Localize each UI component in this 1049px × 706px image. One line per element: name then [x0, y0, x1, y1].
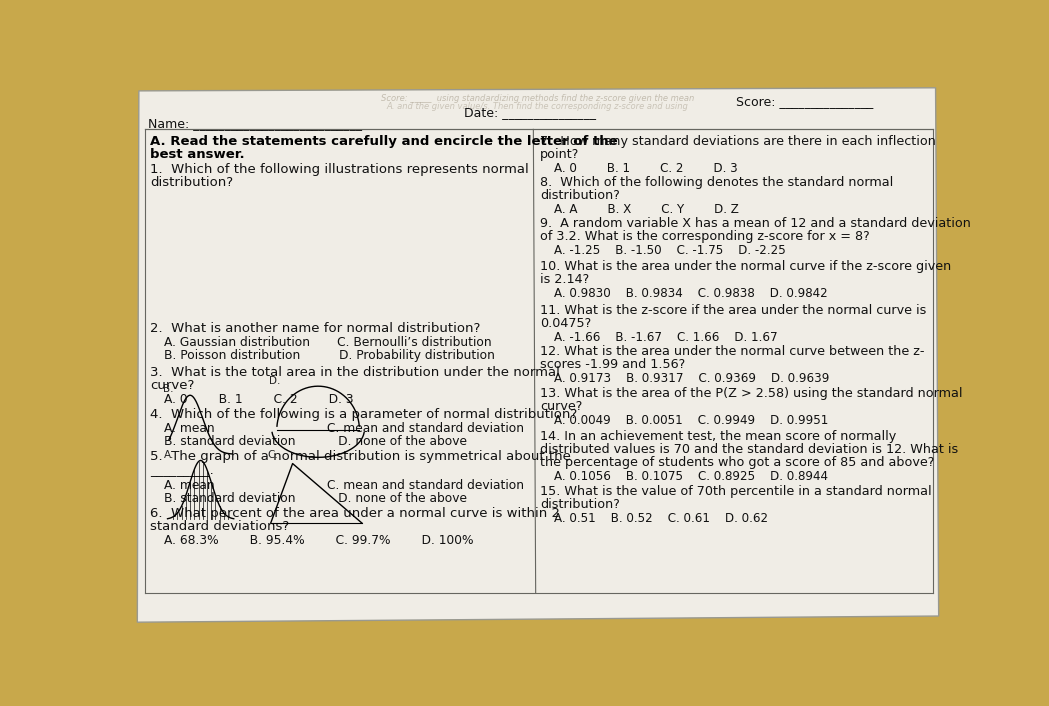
Text: 3.  What is the total area in the distribution under the normal: 3. What is the total area in the distrib… — [150, 366, 560, 379]
Text: the percentage of students who got a score of 85 and above?: the percentage of students who got a sco… — [540, 456, 935, 469]
Text: A. 68.3%        B. 95.4%        C. 99.7%        D. 100%: A. 68.3% B. 95.4% C. 99.7% D. 100% — [165, 534, 474, 547]
Text: 0.0475?: 0.0475? — [540, 317, 592, 330]
Text: 15. What is the value of 70th percentile in a standard normal: 15. What is the value of 70th percentile… — [540, 485, 932, 498]
Text: A. -1.25    B. -1.50    C. -1.75    D. -2.25: A. -1.25 B. -1.50 C. -1.75 D. -2.25 — [554, 244, 786, 257]
Text: A. 0.9173    B. 0.9317    C. 0.9369    D. 0.9639: A. 0.9173 B. 0.9317 C. 0.9369 D. 0.9639 — [554, 372, 830, 385]
Text: _________.: _________. — [150, 465, 214, 477]
Text: B. Poisson distribution          D. Probability distribution: B. Poisson distribution D. Probability d… — [165, 349, 495, 362]
Text: 7.  How many standard deviations are there in each inflection: 7. How many standard deviations are ther… — [540, 135, 936, 148]
Text: A. 0        B. 1        C. 2        D. 3: A. 0 B. 1 C. 2 D. 3 — [554, 162, 738, 174]
Text: A. Read the statements carefully and encircle the letter of the: A. Read the statements carefully and enc… — [150, 135, 618, 148]
Text: distributed values is 70 and the standard deviation is 12. What is: distributed values is 70 and the standar… — [540, 443, 959, 456]
Text: A. A        B. X        C. Y        D. Z: A. A B. X C. Y D. Z — [554, 203, 740, 215]
Text: A. Gaussian distribution       C. Bernoulli’s distribution: A. Gaussian distribution C. Bernoulli’s … — [165, 336, 492, 349]
Text: 8.  Which of the following denotes the standard normal: 8. Which of the following denotes the st… — [540, 176, 894, 189]
Text: curve?: curve? — [150, 379, 195, 392]
Text: Name: ___________________________: Name: ___________________________ — [148, 117, 362, 130]
Text: is 2.14?: is 2.14? — [540, 273, 590, 287]
Text: Score: _____  using standardizing methods find the z-score given the mean: Score: _____ using standardizing methods… — [381, 94, 693, 103]
Text: A. 0        B. 1        C. 2        D. 3: A. 0 B. 1 C. 2 D. 3 — [165, 393, 355, 406]
Text: B. standard deviation           D. none of the above: B. standard deviation D. none of the abo… — [165, 492, 468, 505]
Text: Date: _______________: Date: _______________ — [465, 107, 597, 119]
Text: A. 0.51    B. 0.52    C. 0.61    D. 0.62: A. 0.51 B. 0.52 C. 0.61 D. 0.62 — [554, 512, 769, 525]
Text: A. 0.9830    B. 0.9834    C. 0.9838    D. 0.9842: A. 0.9830 B. 0.9834 C. 0.9838 D. 0.9842 — [554, 287, 828, 300]
Text: 10. What is the area under the normal curve if the z-score given: 10. What is the area under the normal cu… — [540, 261, 951, 273]
Text: A. 0.0049    B. 0.0051    C. 0.9949    D. 0.9951: A. 0.0049 B. 0.0051 C. 0.9949 D. 0.9951 — [554, 414, 829, 427]
Text: 4.  Which of the following is a parameter of normal distribution?: 4. Which of the following is a parameter… — [150, 408, 578, 421]
Text: 5.  The graph of a normal distribution is symmetrical about the: 5. The graph of a normal distribution is… — [150, 450, 572, 463]
Text: 2.  What is another name for normal distribution?: 2. What is another name for normal distr… — [150, 322, 480, 335]
Text: curve?: curve? — [540, 400, 582, 414]
Text: distribution?: distribution? — [540, 189, 620, 202]
Text: of 3.2. What is the corresponding z-score for x = 8?: of 3.2. What is the corresponding z-scor… — [540, 230, 870, 244]
Text: distribution?: distribution? — [150, 176, 234, 189]
Text: A. and the given value/s. Then find the corresponding z-score and using: A. and the given value/s. Then find the … — [386, 102, 688, 111]
Text: A. 0.1056    B. 0.1075    C. 0.8925    D. 0.8944: A. 0.1056 B. 0.1075 C. 0.8925 D. 0.8944 — [554, 469, 829, 483]
Text: 14. In an achievement test, the mean score of normally: 14. In an achievement test, the mean sco… — [540, 430, 897, 443]
Text: Score: _______________: Score: _______________ — [735, 95, 873, 109]
Polygon shape — [137, 88, 939, 622]
Text: scores -1.99 and 1.56?: scores -1.99 and 1.56? — [540, 358, 686, 371]
Text: 13. What is the area of the P(Z > 2.58) using the standard normal: 13. What is the area of the P(Z > 2.58) … — [540, 388, 963, 400]
Text: A. mean                             C. mean and standard deviation: A. mean C. mean and standard deviation — [165, 422, 524, 435]
Text: best answer.: best answer. — [150, 148, 245, 161]
Text: A. mean                             C. mean and standard deviation: A. mean C. mean and standard deviation — [165, 479, 524, 492]
Text: 11. What is the z-score if the area under the normal curve is: 11. What is the z-score if the area unde… — [540, 304, 926, 317]
Text: 6.  What percent of the area under a normal curve is within 2: 6. What percent of the area under a norm… — [150, 507, 560, 520]
Text: distribution?: distribution? — [540, 498, 620, 511]
Text: 9.  A random variable X has a mean of 12 and a standard deviation: 9. A random variable X has a mean of 12 … — [540, 217, 971, 230]
Text: 1.  Which of the following illustrations represents normal: 1. Which of the following illustrations … — [150, 163, 530, 176]
Text: 12. What is the area under the normal curve between the z-: 12. What is the area under the normal cu… — [540, 345, 925, 358]
Text: point?: point? — [540, 148, 580, 161]
Text: A. -1.66    B. -1.67    C. 1.66    D. 1.67: A. -1.66 B. -1.67 C. 1.66 D. 1.67 — [554, 331, 778, 344]
Text: standard deviations?: standard deviations? — [150, 520, 290, 533]
Text: B. standard deviation           D. none of the above: B. standard deviation D. none of the abo… — [165, 435, 468, 448]
